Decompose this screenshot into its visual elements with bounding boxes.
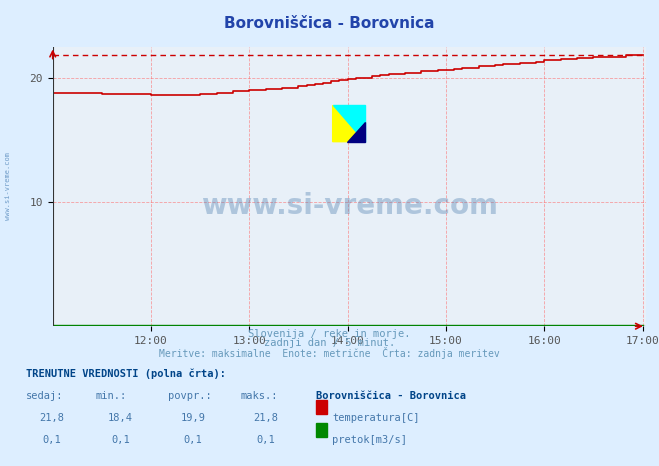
Text: zadnji dan / 5 minut.: zadnji dan / 5 minut. xyxy=(264,338,395,348)
Text: 21,8: 21,8 xyxy=(253,413,278,423)
Text: Meritve: maksimalne  Enote: metrične  Črta: zadnja meritev: Meritve: maksimalne Enote: metrične Črta… xyxy=(159,347,500,359)
Text: Borovniščica - Borovnica: Borovniščica - Borovnica xyxy=(316,391,467,400)
Polygon shape xyxy=(347,122,365,142)
Text: 0,1: 0,1 xyxy=(111,435,130,445)
Text: sedaj:: sedaj: xyxy=(26,391,64,400)
Text: 18,4: 18,4 xyxy=(108,413,133,423)
Polygon shape xyxy=(333,105,365,142)
Polygon shape xyxy=(333,105,365,142)
Text: pretok[m3/s]: pretok[m3/s] xyxy=(332,435,407,445)
Text: Borovniščica - Borovnica: Borovniščica - Borovnica xyxy=(224,16,435,31)
Text: maks.:: maks.: xyxy=(241,391,278,400)
Text: min.:: min.: xyxy=(96,391,127,400)
Text: www.si-vreme.com: www.si-vreme.com xyxy=(5,152,11,220)
Text: 19,9: 19,9 xyxy=(181,413,206,423)
Text: TRENUTNE VREDNOSTI (polna črta):: TRENUTNE VREDNOSTI (polna črta): xyxy=(26,368,226,379)
Text: 0,1: 0,1 xyxy=(256,435,275,445)
Text: povpr.:: povpr.: xyxy=(168,391,212,400)
Text: www.si-vreme.com: www.si-vreme.com xyxy=(201,192,498,220)
Text: temperatura[C]: temperatura[C] xyxy=(332,413,420,423)
Text: 0,1: 0,1 xyxy=(184,435,202,445)
Text: 21,8: 21,8 xyxy=(39,413,64,423)
Text: 0,1: 0,1 xyxy=(42,435,61,445)
Text: Slovenija / reke in morje.: Slovenija / reke in morje. xyxy=(248,329,411,338)
